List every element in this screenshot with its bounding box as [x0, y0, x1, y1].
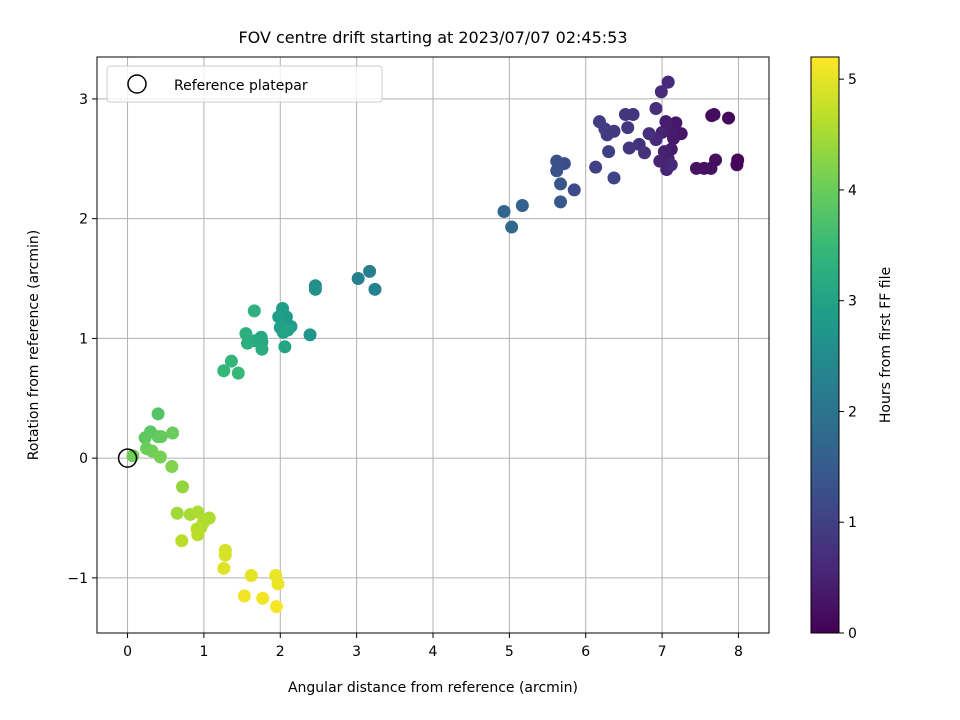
x-tick-label: 4	[429, 644, 438, 660]
data-point	[231, 366, 245, 380]
x-tick-label: 6	[581, 644, 590, 660]
data-point	[368, 282, 382, 296]
colorbar: 0 1 2 3 4 5 Hours from first FF file	[810, 56, 894, 642]
data-point	[589, 160, 603, 174]
data-point	[622, 141, 636, 155]
colorbar-label: Hours from first FF file	[878, 267, 894, 423]
data-point	[602, 145, 616, 159]
chart-title: FOV centre drift starting at 2023/07/07 …	[238, 28, 627, 47]
data-point	[632, 137, 646, 151]
data-point	[153, 450, 167, 464]
data-point	[607, 171, 621, 185]
data-point	[707, 107, 721, 121]
data-point	[165, 460, 179, 474]
data-point	[621, 121, 635, 135]
grid	[97, 57, 769, 633]
data-point	[505, 220, 519, 234]
y-tick-label: 3	[79, 92, 88, 108]
data-point	[218, 548, 232, 562]
data-point	[363, 264, 377, 278]
data-point	[661, 75, 675, 89]
data-point	[191, 528, 205, 542]
data-point	[730, 158, 744, 172]
data-point	[649, 101, 663, 115]
y-tick-label: −1	[67, 571, 88, 587]
data-point	[659, 115, 673, 129]
x-axis-label: Angular distance from reference (arcmin)	[288, 680, 578, 696]
data-point	[554, 177, 568, 191]
data-point	[224, 354, 238, 368]
data-point	[351, 272, 365, 286]
colorbar-gradient	[810, 56, 840, 634]
data-point	[308, 282, 322, 296]
data-point	[303, 328, 317, 342]
data-point	[592, 115, 606, 129]
data-point	[244, 569, 258, 583]
data-point	[256, 591, 270, 605]
data-point	[138, 431, 152, 445]
x-tick-label: 5	[505, 644, 514, 660]
data-point	[166, 426, 180, 440]
data-point	[247, 304, 261, 318]
y-tick-label: 0	[79, 451, 88, 467]
data-point	[175, 534, 189, 548]
data-point	[654, 85, 668, 99]
data-point	[271, 577, 285, 591]
data-point	[217, 561, 231, 575]
data-point	[240, 336, 254, 350]
data-point	[554, 195, 568, 209]
data-point	[497, 204, 511, 218]
data-point	[664, 158, 678, 172]
data-point	[550, 154, 564, 168]
colorbar-ticks: 0 1 2 3 4 5	[839, 72, 857, 642]
plot-frame	[96, 56, 770, 634]
colorbar-tick-label: 1	[848, 515, 857, 531]
data-point	[618, 107, 632, 121]
y-tick-label: 1	[79, 331, 88, 347]
legend-marker	[127, 74, 147, 94]
x-tick-label: 1	[199, 644, 208, 660]
data-point	[170, 506, 184, 520]
x-axis-ticks: 0 1 2 3 4 5 6 7 8	[123, 633, 743, 660]
scatter-points	[126, 75, 745, 614]
data-point	[689, 161, 703, 175]
y-tick-label: 2	[79, 212, 88, 228]
data-point	[269, 600, 283, 614]
colorbar-tick-label: 0	[848, 626, 857, 642]
data-point	[151, 407, 165, 421]
colorbar-tick-label: 5	[848, 72, 857, 88]
colorbar-tick-label: 2	[848, 404, 857, 420]
data-point	[642, 127, 656, 141]
data-point	[550, 164, 564, 178]
y-axis-label: Rotation from reference (arcmin)	[26, 230, 42, 460]
x-tick-label: 2	[276, 644, 285, 660]
data-point	[217, 364, 231, 378]
y-axis-ticks: −1 0 1 2 3	[67, 92, 97, 587]
data-point	[281, 323, 295, 337]
data-point	[567, 183, 581, 197]
data-point	[176, 480, 190, 494]
colorbar-tick-label: 4	[848, 183, 857, 199]
legend-box	[106, 65, 383, 103]
data-point	[191, 505, 205, 519]
x-tick-label: 7	[658, 644, 667, 660]
data-point	[239, 327, 253, 341]
legend: Reference platepar	[106, 65, 383, 103]
legend-label: Reference platepar	[174, 78, 308, 94]
data-point	[237, 589, 251, 603]
x-tick-label: 0	[123, 644, 132, 660]
data-point	[255, 342, 269, 356]
data-point	[722, 111, 736, 125]
reference-platepar-marker	[117, 448, 138, 468]
data-point	[154, 430, 168, 444]
data-point	[515, 198, 529, 212]
data-point	[272, 310, 286, 324]
x-tick-label: 3	[352, 644, 361, 660]
colorbar-tick-label: 3	[848, 294, 857, 310]
data-point	[278, 340, 292, 354]
x-tick-label: 8	[734, 644, 743, 660]
